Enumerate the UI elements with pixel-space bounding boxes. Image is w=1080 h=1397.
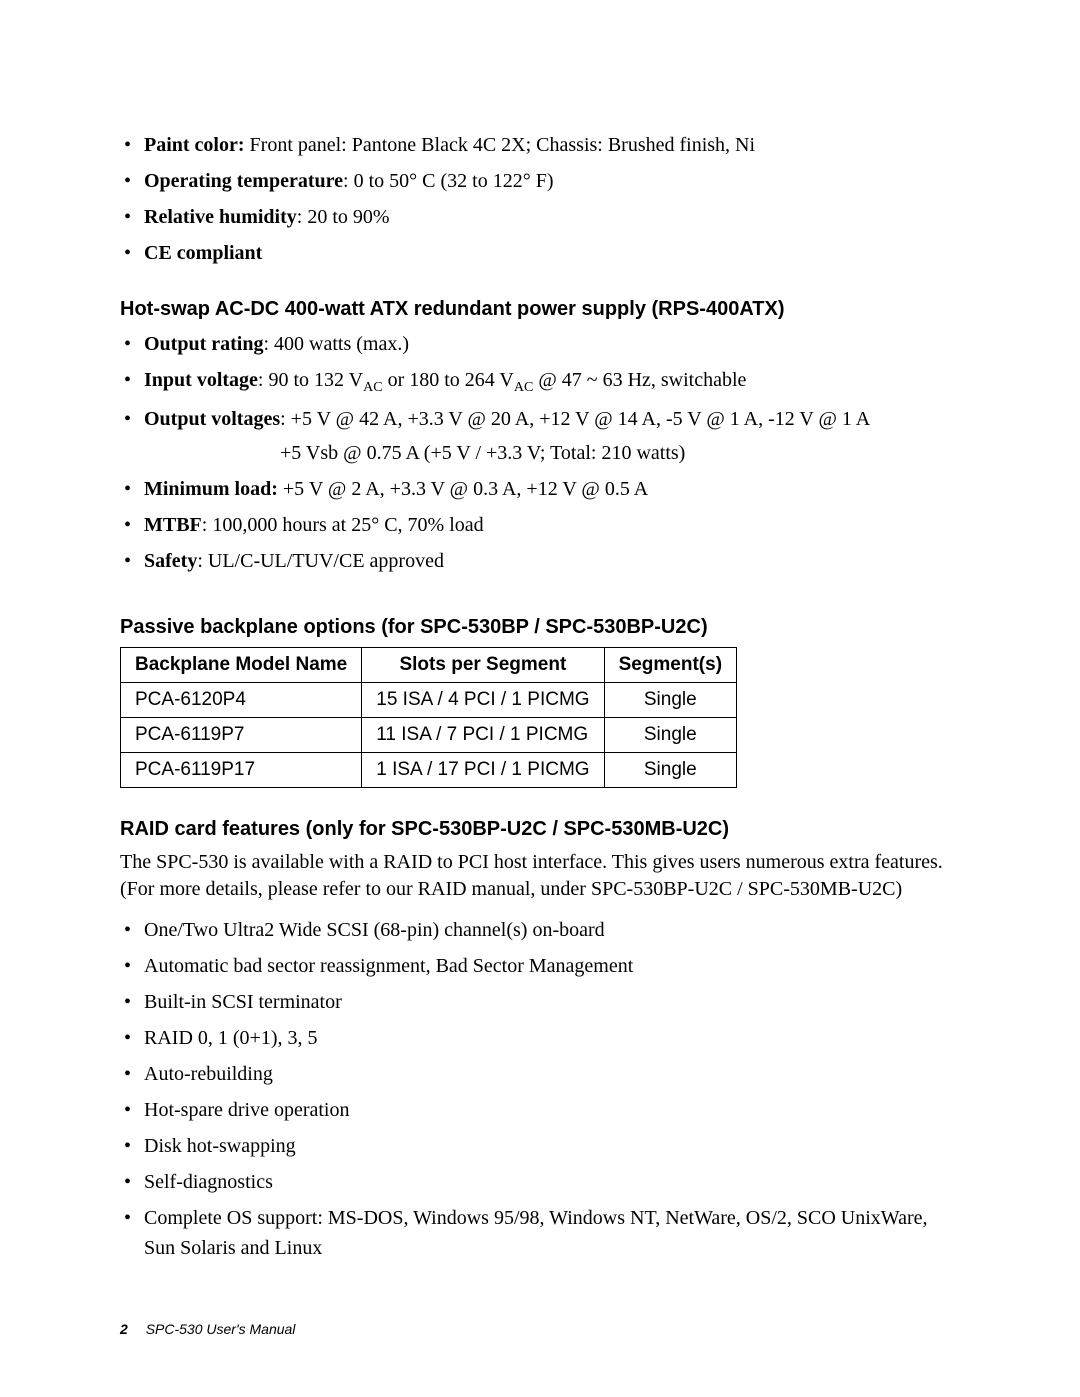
backplane-heading: Passive backplane options (for SPC-530BP… bbox=[120, 616, 960, 639]
feature-item: Automatic bad sector reassignment, Bad S… bbox=[120, 951, 960, 981]
spec-item: Operating temperature: 0 to 50° C (32 to… bbox=[120, 166, 960, 196]
psu-spec-list: Output rating: 400 watts (max.) Input vol… bbox=[120, 329, 960, 576]
spec-item: MTBF: 100,000 hours at 25° C, 70% load bbox=[120, 510, 960, 540]
raid-paragraph: The SPC-530 is available with a RAID to … bbox=[120, 849, 960, 903]
spec-list-top: Paint color: Front panel: Pantone Black … bbox=[120, 130, 960, 268]
table-cell: Single bbox=[604, 753, 736, 788]
psu-heading: Hot-swap AC-DC 400-watt ATX redundant po… bbox=[120, 298, 960, 321]
table-header: Segment(s) bbox=[604, 648, 736, 683]
feature-item: Disk hot-swapping bbox=[120, 1131, 960, 1161]
spec-item: Safety: UL/C-UL/TUV/CE approved bbox=[120, 546, 960, 576]
table-cell: 1 ISA / 17 PCI / 1 PICMG bbox=[362, 753, 604, 788]
table-row: PCA-6120P415 ISA / 4 PCI / 1 PICMGSingle bbox=[121, 683, 737, 718]
spec-item: CE compliant bbox=[120, 238, 960, 268]
spec-item: Relative humidity: 20 to 90% bbox=[120, 202, 960, 232]
feature-item: Built-in SCSI terminator bbox=[120, 987, 960, 1017]
feature-item: RAID 0, 1 (0+1), 3, 5 bbox=[120, 1023, 960, 1053]
spec-item: Minimum load: +5 V @ 2 A, +3.3 V @ 0.3 A… bbox=[120, 474, 960, 504]
table-header: Slots per Segment bbox=[362, 648, 604, 683]
spec-item: Input voltage: 90 to 132 VAC or 180 to 2… bbox=[120, 365, 960, 398]
table-cell: Single bbox=[604, 683, 736, 718]
page-number: 2 bbox=[120, 1321, 128, 1337]
table-cell: Single bbox=[604, 718, 736, 753]
feature-item: One/Two Ultra2 Wide SCSI (68-pin) channe… bbox=[120, 915, 960, 945]
table-cell: PCA-6119P17 bbox=[121, 753, 362, 788]
feature-item: Hot-spare drive operation bbox=[120, 1095, 960, 1125]
backplane-table: Backplane Model NameSlots per SegmentSeg… bbox=[120, 647, 737, 788]
footer-title: SPC-530 User's Manual bbox=[146, 1321, 296, 1337]
raid-feature-list: One/Two Ultra2 Wide SCSI (68-pin) channe… bbox=[120, 915, 960, 1263]
spec-item: Paint color: Front panel: Pantone Black … bbox=[120, 130, 960, 160]
raid-heading: RAID card features (only for SPC-530BP-U… bbox=[120, 818, 960, 841]
table-row: PCA-6119P711 ISA / 7 PCI / 1 PICMGSingle bbox=[121, 718, 737, 753]
page: Paint color: Front panel: Pantone Black … bbox=[0, 0, 1080, 1397]
table-cell: PCA-6120P4 bbox=[121, 683, 362, 718]
table-cell: PCA-6119P7 bbox=[121, 718, 362, 753]
table-header: Backplane Model Name bbox=[121, 648, 362, 683]
spec-item: Output voltages: +5 V @ 42 A, +3.3 V @ 2… bbox=[120, 404, 960, 434]
page-footer: 2 SPC-530 User's Manual bbox=[120, 1321, 295, 1337]
table-cell: 11 ISA / 7 PCI / 1 PICMG bbox=[362, 718, 604, 753]
feature-item: Self-diagnostics bbox=[120, 1167, 960, 1197]
spec-continuation: +5 Vsb @ 0.75 A (+5 V / +3.3 V; Total: 2… bbox=[280, 438, 960, 468]
table-row: PCA-6119P171 ISA / 17 PCI / 1 PICMGSingl… bbox=[121, 753, 737, 788]
spec-item: Output rating: 400 watts (max.) bbox=[120, 329, 960, 359]
feature-item: Auto-rebuilding bbox=[120, 1059, 960, 1089]
feature-item: Complete OS support: MS-DOS, Windows 95/… bbox=[120, 1203, 960, 1263]
table-cell: 15 ISA / 4 PCI / 1 PICMG bbox=[362, 683, 604, 718]
